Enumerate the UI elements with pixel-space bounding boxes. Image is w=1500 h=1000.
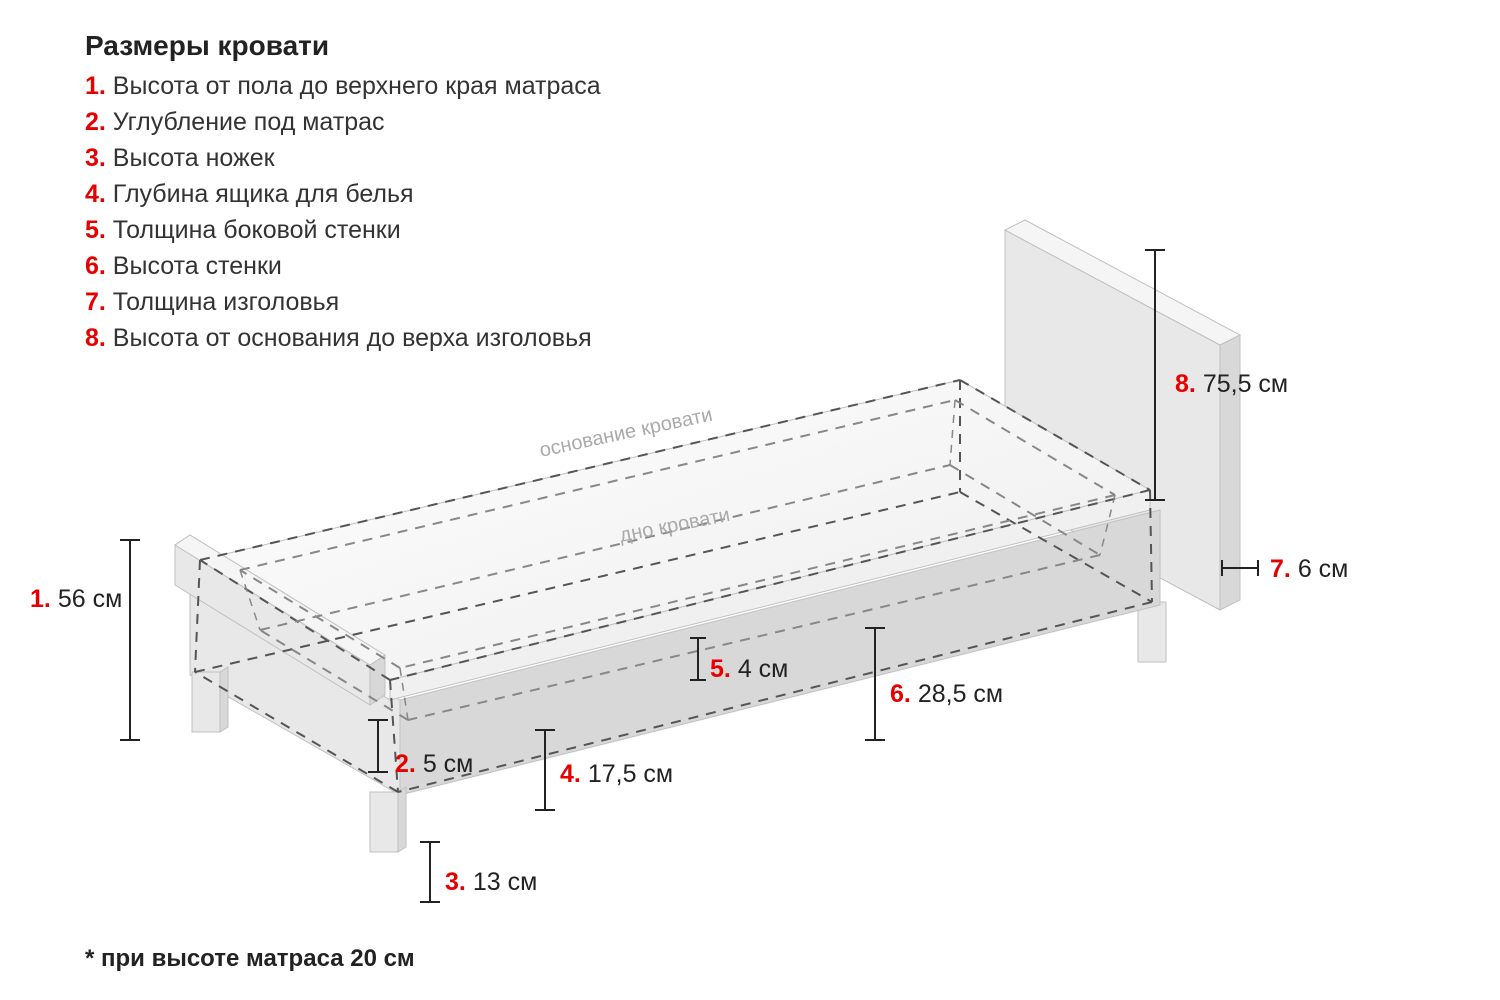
legend-row: 8. Высота от основания до верха изголовь… — [85, 324, 592, 353]
legend-text: Высота ножек — [106, 144, 275, 172]
dim-label-d2: 2. 5 см — [395, 750, 473, 779]
dim-num: 5. — [710, 655, 731, 683]
legend-num: 4. — [85, 180, 106, 208]
footnote: * при высоте матраса 20 см — [85, 945, 415, 973]
legend-text: Толщина боковой стенки — [106, 216, 401, 244]
dim-label-d7: 7. 6 см — [1270, 555, 1348, 584]
dim-val: 56 см — [58, 585, 122, 613]
legend-num: 3. — [85, 144, 106, 172]
dim-val: 17,5 см — [588, 760, 673, 788]
legend-row: 3. Высота ножек — [85, 144, 275, 173]
dim-num: 4. — [560, 760, 581, 788]
legend-row: 1. Высота от пола до верхнего края матра… — [85, 72, 601, 101]
dim-val: 13 см — [473, 868, 537, 896]
dim-num: 3. — [445, 868, 466, 896]
page-title: Размеры кровати — [85, 30, 329, 62]
legend-text: Углубление под матрас — [106, 108, 385, 136]
legend-num: 7. — [85, 288, 106, 316]
legend-num: 1. — [85, 72, 106, 100]
legend-row: 2. Углубление под матрас — [85, 108, 385, 137]
legend-row: 5. Толщина боковой стенки — [85, 216, 401, 245]
legend-row: 7. Толщина изголовья — [85, 288, 339, 317]
dim-label-d5: 5. 4 см — [710, 655, 788, 684]
legend-text: Высота стенки — [106, 252, 282, 280]
dim-label-d8: 8. 75,5 см — [1175, 370, 1288, 399]
dim-label-d6: 6. 28,5 см — [890, 680, 1003, 709]
dim-val: 4 см — [738, 655, 789, 683]
dim-label-d1: 1. 56 см — [30, 585, 122, 614]
dim-label-d4: 4. 17,5 см — [560, 760, 673, 789]
legend-num: 5. — [85, 216, 106, 244]
dim-label-d3: 3. 13 см — [445, 868, 537, 897]
legend-text: Глубина ящика для белья — [106, 180, 414, 208]
dim-val: 28,5 см — [918, 680, 1003, 708]
dim-num: 1. — [30, 585, 51, 613]
legend-row: 4. Глубина ящика для белья — [85, 180, 414, 209]
dim-val: 75,5 см — [1203, 370, 1288, 398]
dim-val: 6 см — [1298, 555, 1349, 583]
legend-text: Высота от пола до верхнего края матраса — [106, 72, 601, 100]
dim-num: 7. — [1270, 555, 1291, 583]
legend-num: 2. — [85, 108, 106, 136]
legend-text: Толщина изголовья — [106, 288, 339, 316]
dim-num: 8. — [1175, 370, 1196, 398]
legend-num: 6. — [85, 252, 106, 280]
dim-num: 2. — [395, 750, 416, 778]
dim-val: 5 см — [423, 750, 474, 778]
legend-row: 6. Высота стенки — [85, 252, 282, 281]
legend-text: Высота от основания до верха изголовья — [106, 324, 592, 352]
dim-num: 6. — [890, 680, 911, 708]
legend-num: 8. — [85, 324, 106, 352]
